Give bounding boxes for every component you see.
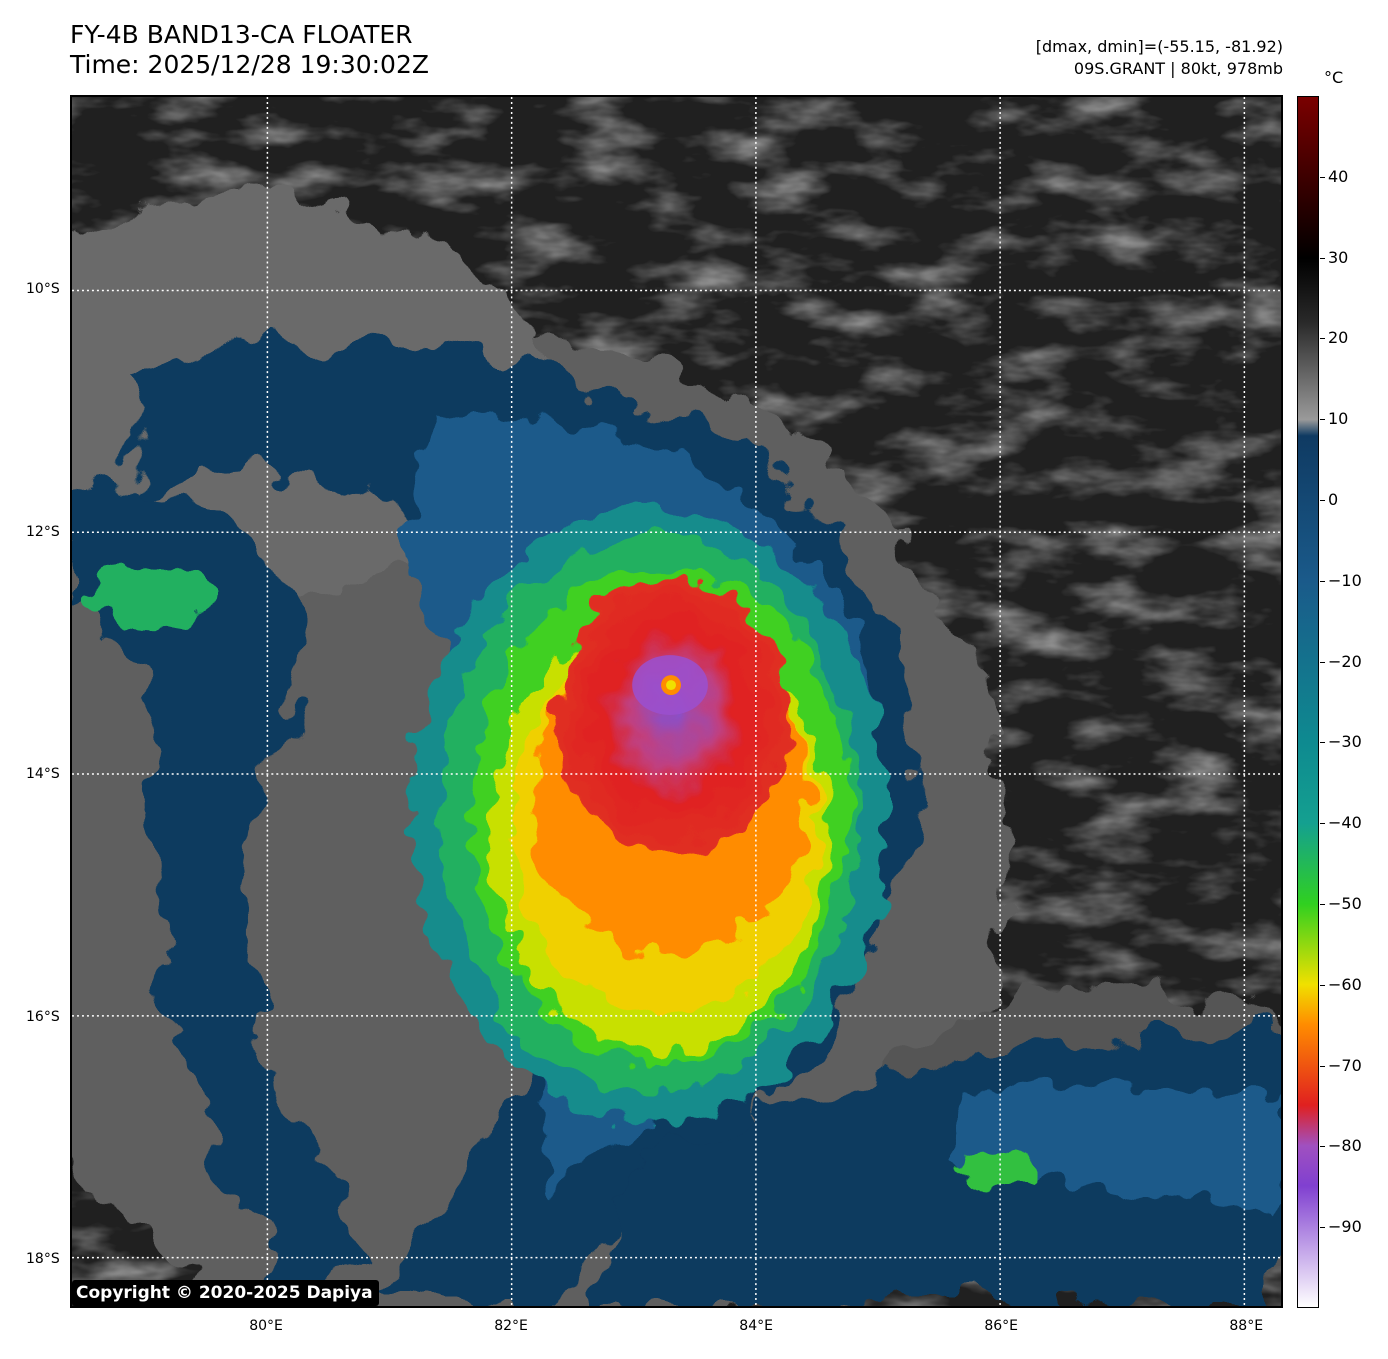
- colorbar-tick-label: −80: [1328, 1136, 1362, 1156]
- satellite-imagery: [72, 97, 1281, 1306]
- colorbar-tick-mark: [1320, 984, 1325, 986]
- colorbar-tick-label: −30: [1328, 732, 1362, 752]
- colorbar-tick-mark: [1320, 419, 1325, 421]
- colorbar-tick-label: −50: [1328, 894, 1362, 913]
- storm-eye: [632, 655, 708, 715]
- convective-core: [470, 565, 850, 1064]
- colorbar-tick-mark: [1320, 257, 1325, 259]
- colorbar-tick-mark: [1320, 742, 1325, 744]
- colorbar-tick-label: −10: [1328, 570, 1362, 590]
- colorbar-tick-mark: [1320, 823, 1325, 825]
- colorbar-tick-mark: [1320, 338, 1325, 340]
- lat-label: 18°S: [26, 1251, 60, 1268]
- colorbar-tick-label: −90: [1328, 1217, 1362, 1237]
- colorbar-tick-label: 10: [1328, 409, 1349, 429]
- colorbar-tick-mark: [1320, 1227, 1325, 1229]
- colorbar-tick-label: 40: [1328, 166, 1349, 186]
- temperature-range-info: [dmax, dmin]=(-55.15, -81.92): [1035, 37, 1283, 56]
- colorbar-tick-label: 20: [1328, 328, 1349, 348]
- lon-label: 82°E: [494, 1318, 528, 1334]
- storm-info: 09S.GRANT | 80kt, 978mb: [1073, 59, 1283, 78]
- lat-label: 10°S: [26, 281, 60, 298]
- lon-label: 84°E: [739, 1318, 773, 1334]
- colorbar-tick-mark: [1320, 176, 1325, 178]
- colorbar-tick-label: −40: [1328, 813, 1362, 833]
- colorbar-tick-label: −20: [1328, 651, 1362, 671]
- lat-label: 14°S: [26, 766, 60, 783]
- lon-label: 80°E: [249, 1318, 283, 1334]
- graticule: [72, 97, 1281, 1306]
- lat-label: 12°S: [26, 523, 60, 540]
- lon-label: 88°E: [1229, 1318, 1264, 1334]
- colorbar-tick-mark: [1320, 661, 1325, 663]
- colorbar-tick-label: 30: [1328, 247, 1349, 267]
- colorbar-tick-mark: [1320, 1146, 1325, 1148]
- colorbar-tick-label: 0: [1328, 490, 1339, 509]
- lat-label: 16°S: [26, 1008, 60, 1025]
- lon-label: 86°E: [984, 1318, 1019, 1334]
- copyright-badge: Copyright © 2020-2025 Dapiya: [72, 1280, 379, 1306]
- colorbar-tick-label: −70: [1328, 1055, 1362, 1075]
- colorbar-tick-mark: [1320, 904, 1325, 905]
- colorbar-tick-label: −60: [1328, 974, 1362, 994]
- colorbar-tick-mark: [1320, 500, 1325, 501]
- satellite-map: [70, 95, 1283, 1308]
- colorbar-tick-mark: [1320, 580, 1325, 582]
- colorbar: [1297, 96, 1319, 1308]
- colorbar-unit: °C: [1324, 68, 1344, 87]
- chart-title: FY-4B BAND13-CA FLOATER: [70, 20, 413, 49]
- colorbar-tick-mark: [1320, 1065, 1325, 1067]
- timestamp: Time: 2025/12/28 19:30:02Z: [70, 50, 429, 79]
